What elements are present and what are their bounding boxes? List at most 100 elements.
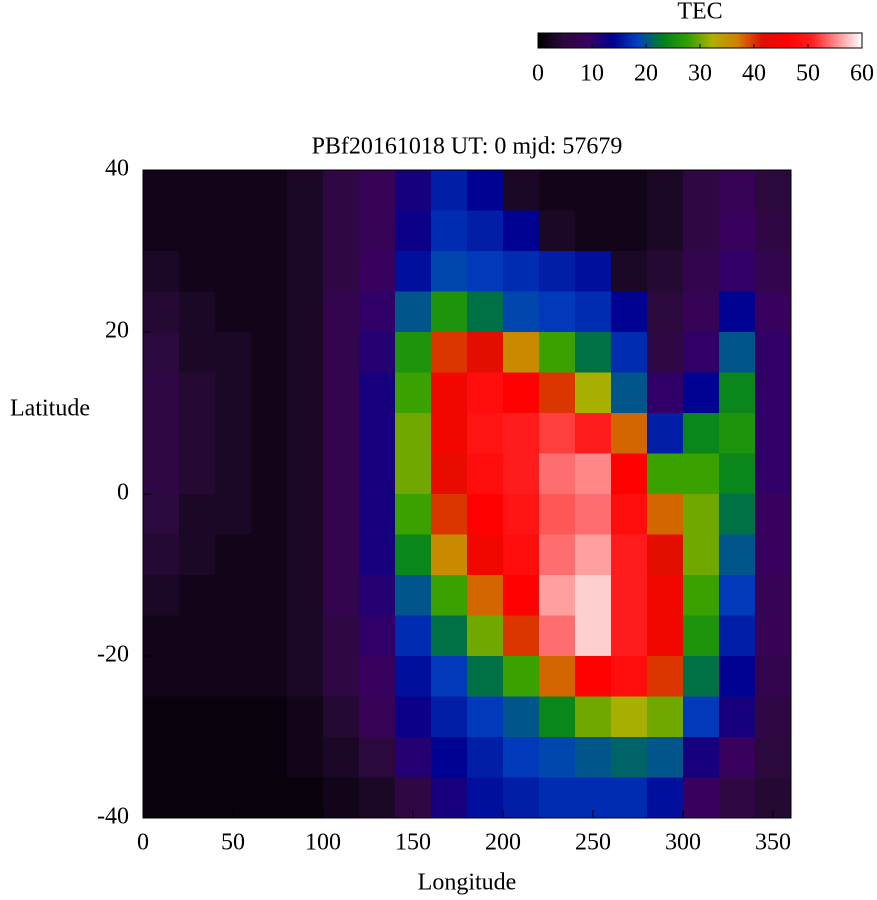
heatmap-cell [719,372,756,414]
heatmap-cell [467,575,504,616]
heatmap-cell [719,534,756,576]
heatmap-cell [503,656,540,697]
heatmap-cell [395,210,432,252]
heatmap-cell [503,453,540,495]
heatmap-cell [539,372,576,414]
heatmap-cell [503,777,540,819]
heatmap-cell [395,251,432,292]
heatmap-cell [683,656,720,697]
heatmap-cell [287,332,324,373]
heatmap-cell [647,534,684,576]
heatmap-cell [323,615,360,657]
heatmap-cell [287,737,324,778]
heatmap-cell [431,210,468,252]
heatmap-cell [323,534,360,576]
x-tick-label: 200 [485,830,521,856]
heatmap-cell [323,291,360,333]
heatmap-cell [287,251,324,292]
heatmap-cell [719,575,756,616]
heatmap-cell [539,413,576,454]
heatmap-cell [467,696,504,738]
heatmap-cell [611,737,648,778]
heatmap-cell [611,453,648,495]
heatmap-cell [143,656,180,697]
heatmap-cell [719,737,756,778]
heatmap-cell [683,534,720,576]
heatmap-cell [611,210,648,252]
heatmap-cell [611,332,648,373]
heatmap-cell [251,534,288,576]
y-tick-label: 40 [105,156,129,182]
heatmap-cell [467,494,504,535]
heatmap-cell [503,696,540,738]
heatmap-cell [467,656,504,697]
heatmap-cell [647,737,684,778]
heatmap-cell [287,656,324,697]
heatmap-cell [539,575,576,616]
heatmap-cell [539,534,576,576]
heatmap-cell [683,372,720,414]
heatmap-cell [215,210,252,252]
heatmap-cell [647,494,684,535]
heatmap-cell [431,413,468,454]
x-tick-label: 50 [221,830,245,856]
heatmap-cell [755,696,792,738]
heatmap-cell [143,696,180,738]
x-tick-label: 300 [665,830,701,856]
heatmap-cell [431,656,468,697]
heatmap-cell [503,291,540,333]
heatmap-cell [467,251,504,292]
heatmap-cell [755,291,792,333]
heatmap-cell [359,332,396,373]
heatmap-cell [647,291,684,333]
heatmap-cell [287,615,324,657]
heatmap-cell [215,534,252,576]
heatmap-cell [431,737,468,778]
heatmap-cell [611,534,648,576]
heatmap-cell [179,170,216,211]
heatmap-cell [431,534,468,576]
heatmap-cell [611,777,648,819]
heatmap-cell [395,494,432,535]
colorbar-label: TEC [677,0,722,25]
colorbar-tick-label: 40 [742,61,766,87]
heatmap-cell [143,372,180,414]
heatmap-cell [575,413,612,454]
heatmap-cell [683,170,720,211]
heatmap-cell [647,453,684,495]
heatmap-cell [431,494,468,535]
colorbar-tick-label: 50 [796,61,820,87]
heatmap-cell [719,210,756,252]
heatmap-cell [251,615,288,657]
heatmap-cell [215,413,252,454]
heatmap-cell [503,332,540,373]
heatmap-cell [251,210,288,252]
colorbar-tick-label: 20 [634,61,658,87]
heatmap-cell [755,534,792,576]
heatmap-cell [467,210,504,252]
heatmap-cell [575,291,612,333]
heatmap-cell [323,413,360,454]
heatmap-cell [395,534,432,576]
heatmap-cell [287,210,324,252]
heatmap-cell [647,413,684,454]
heatmap-cell [539,737,576,778]
heatmap-cell [611,170,648,211]
heatmap-cell [359,534,396,576]
heatmap-cell [575,332,612,373]
heatmap-cell [323,372,360,414]
heatmap-cell [251,251,288,292]
heatmap-cell [215,656,252,697]
colorbar-tick-label: 60 [850,61,874,87]
heatmap-cell [683,291,720,333]
heatmap-cell [143,534,180,576]
heatmap-cell [539,494,576,535]
heatmap-cell [575,251,612,292]
chart-title: PBf20161018 UT: 0 mjd: 57679 [312,134,623,160]
heatmap-cell [359,494,396,535]
heatmap-cell [467,615,504,657]
heatmap-cell [143,453,180,495]
heatmap-cell [611,575,648,616]
heatmap-cell [539,170,576,211]
